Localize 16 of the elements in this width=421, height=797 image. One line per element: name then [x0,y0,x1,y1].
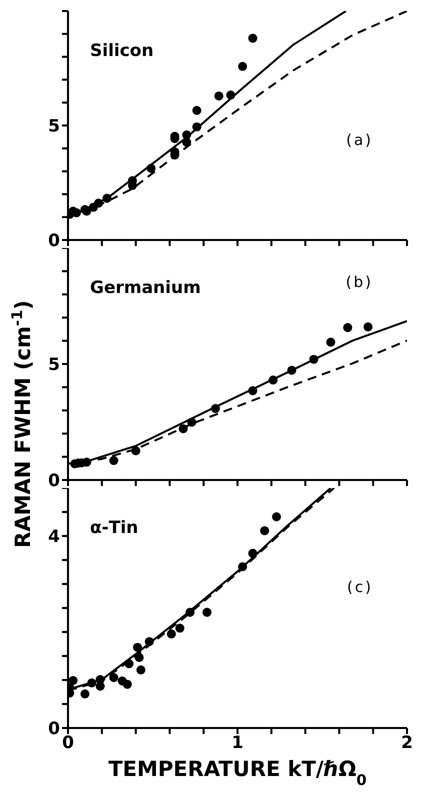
text: α-Tin [90,518,138,538]
y-tick-label: 5 [48,355,60,376]
x-tick-label: 2 [401,733,413,754]
text: Silicon [90,41,154,61]
y-tick-label: 4 [48,527,60,548]
x-axis-title: TEMPERATURE kT/ℏΩ$_{0}$ [108,757,367,788]
text: Germanium [90,278,201,298]
y-tick-label: 0 [48,471,60,492]
x-tick-label: 0 [62,733,74,754]
annotation: (b) [346,273,373,291]
y-tick-label: 0 [48,719,60,740]
x-tick-label: 1 [232,733,244,754]
y-tick-label: 5 [48,116,60,137]
annotation: (c) [347,578,373,596]
annotation: (a) [346,131,373,149]
y-tick-label: 0 [48,231,60,252]
